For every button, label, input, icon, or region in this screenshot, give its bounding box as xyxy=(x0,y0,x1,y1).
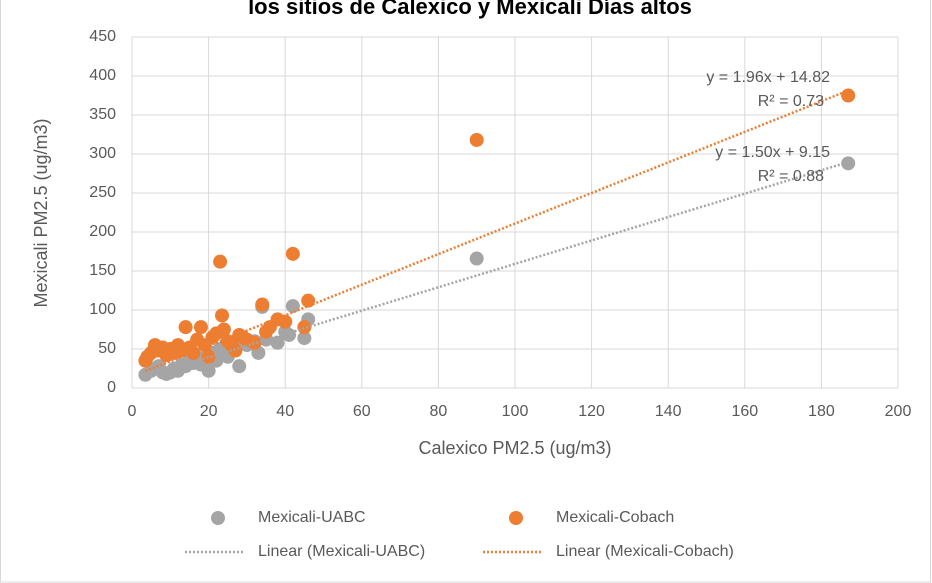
point xyxy=(469,132,484,147)
point xyxy=(270,335,285,350)
point xyxy=(178,320,193,335)
point xyxy=(469,251,484,266)
y-tick-label: 300 xyxy=(89,145,116,162)
x-tick-label: 140 xyxy=(655,403,682,420)
legend-marker xyxy=(211,511,225,525)
legend-label: Mexicali-UABC xyxy=(258,509,366,526)
chart-title: los sitios de Calexico y Mexicali Días a… xyxy=(248,0,692,19)
x-tick-label: 180 xyxy=(808,403,835,420)
x-tick-label: 120 xyxy=(578,403,605,420)
y-tick-label: 350 xyxy=(89,106,116,123)
point xyxy=(232,359,247,374)
point xyxy=(285,299,300,314)
trendline-r2: R² = 0.73 xyxy=(758,93,824,110)
point xyxy=(247,335,262,350)
point xyxy=(201,349,216,364)
x-tick-label: 160 xyxy=(731,403,758,420)
point xyxy=(841,156,856,171)
point xyxy=(278,314,293,329)
x-tick-label: 40 xyxy=(276,403,294,420)
legend-label: Mexicali-Cobach xyxy=(556,509,674,526)
point xyxy=(216,322,231,337)
point xyxy=(285,246,300,261)
y-axis-label: Mexicali PM2.5 (ug/m3) xyxy=(31,118,51,307)
y-tick-label: 400 xyxy=(89,67,116,84)
y-tick-label: 50 xyxy=(98,340,116,357)
y-tick-label: 150 xyxy=(89,262,116,279)
y-tick-label: 450 xyxy=(89,28,116,45)
point xyxy=(193,320,208,335)
point xyxy=(301,293,316,308)
x-tick-label: 100 xyxy=(502,403,529,420)
legend-label: Linear (Mexicali-Cobach) xyxy=(556,543,734,560)
x-tick-label: 60 xyxy=(353,403,371,420)
legend-label: Linear (Mexicali-UABC) xyxy=(258,543,425,560)
point xyxy=(213,254,228,269)
y-tick-label: 100 xyxy=(89,301,116,318)
point xyxy=(297,320,312,335)
point xyxy=(297,331,312,346)
trendline-equation: y = 1.50x + 9.15 xyxy=(715,144,830,161)
point xyxy=(255,297,270,312)
y-tick-label: 250 xyxy=(89,184,116,201)
y-tick-label: 200 xyxy=(89,223,116,240)
trendline-r2: R² = 0.88 xyxy=(758,168,824,185)
x-tick-label: 200 xyxy=(885,403,912,420)
x-tick-label: 80 xyxy=(430,403,448,420)
legend-marker xyxy=(509,511,523,525)
point xyxy=(215,308,230,323)
x-tick-label: 20 xyxy=(200,403,218,420)
trendline xyxy=(145,160,849,378)
point xyxy=(201,363,216,378)
trendline-equation: y = 1.96x + 14.82 xyxy=(706,69,830,86)
x-tick-label: 0 xyxy=(128,403,137,420)
y-tick-label: 0 xyxy=(107,379,116,396)
point xyxy=(186,345,201,360)
x-axis-label: Calexico PM2.5 (ug/m3) xyxy=(418,438,611,458)
